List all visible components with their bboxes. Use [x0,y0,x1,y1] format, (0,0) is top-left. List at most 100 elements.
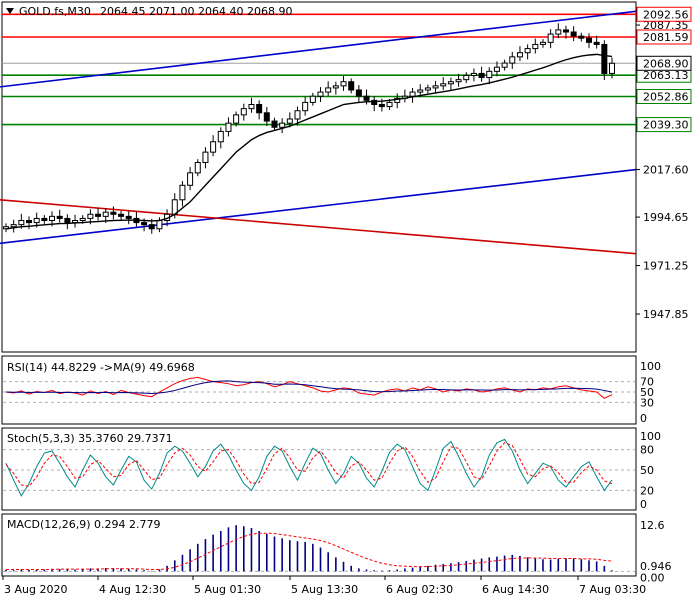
candle [271,120,278,128]
candle [478,72,485,79]
candle [156,220,163,230]
level-tag-label: 2039.30 [643,119,689,132]
candle [240,108,247,116]
candle [49,215,56,222]
candle [532,43,539,50]
candle [432,85,439,89]
axis-tick-label: 80 [640,444,654,457]
axis-tick-label: 0 [640,498,647,511]
candle [332,85,339,89]
candle [217,130,224,143]
candle [585,37,592,43]
candle [470,72,477,77]
candle [64,217,71,224]
candle [233,114,240,124]
candle [302,101,309,112]
series-line [5,380,613,395]
price-tick-label: 1971.25 [643,260,689,273]
candle [179,184,186,201]
price-tick-label: 1994.65 [643,211,689,224]
price-header-symbol: GOLD.fs,M30 [19,5,91,18]
candle [348,81,355,91]
candle [455,79,462,83]
candle [609,62,615,74]
moving-average-line [5,53,613,230]
level-tag-label: 2081.59 [643,31,689,44]
candle [409,91,416,97]
x-tick-label: 6 Aug 14:30 [482,583,549,596]
candle [95,213,102,217]
x-tick-label: 7 Aug 03:30 [579,583,646,596]
candle [463,75,470,81]
candle [41,217,48,222]
level-tag-label: 2052.86 [643,91,689,104]
x-tick-label: 5 Aug 13:30 [291,583,358,596]
level-tag [636,6,692,22]
candle [601,43,608,74]
axis-tick-label: 100 [640,360,661,373]
candle [225,122,232,132]
price-header-ohlc: 2064.45 2071.00 2064.40 2068.90 [100,5,292,18]
candle [486,70,493,79]
candle [263,112,270,122]
level-tag-label: 2063.13 [643,69,689,82]
candle [447,81,454,85]
candle [493,66,500,72]
candle [110,211,117,215]
candle [524,48,531,54]
candle [87,213,94,219]
x-tick-label: 3 Aug 2020 [4,583,67,596]
price-tick-label: 1947.85 [643,308,689,321]
candle [148,224,155,230]
candle [56,215,63,219]
candle [286,118,293,124]
axis-tick-label: 70 [640,376,654,389]
macd-panel-frame [1,513,637,577]
candle [509,56,516,64]
candle [378,104,385,108]
level-tag [636,117,692,133]
candle [79,217,86,222]
current-price-tag [636,55,692,71]
axis-tick-label: 30 [640,396,654,409]
axis-tick-label: 0.946 [640,560,672,573]
candle [578,35,585,39]
candle [141,222,148,226]
price-panel-frame [1,1,637,353]
axis-tick-label: 0.00 [640,571,665,584]
level-tag [636,29,692,45]
axis-tick-label: 12.6 [640,519,665,532]
candle [248,104,255,110]
series-line [5,442,613,487]
candle [10,224,17,228]
x-tick-label: 6 Aug 02:30 [386,583,453,596]
candle [562,29,569,33]
candle [125,215,132,219]
candle [256,104,263,114]
macd-signal-line [6,532,613,570]
candle [501,62,508,68]
collapse-triangle-icon[interactable] [6,8,14,14]
candle [187,172,194,186]
candle [309,95,316,103]
level-tag [636,89,692,105]
stoch-header: Stoch(5,3,3) 35.3760 29.7371 [7,432,173,445]
candle [555,29,562,35]
candle [325,87,332,93]
candle [317,91,324,97]
axis-tick-label: 100 [640,430,661,443]
price-tick-label: 2017.60 [643,164,689,177]
candle [194,162,201,174]
candle [516,52,523,58]
candle [547,33,554,43]
rsi-header: RSI(14) 44.8229 ->MA(9) 49.6968 [7,361,195,374]
candle [355,89,362,97]
candle [363,95,370,101]
upper-channel-trendline [0,10,637,88]
candle [340,81,347,87]
x-tick-label: 5 Aug 01:30 [194,583,261,596]
axis-tick-label: 0 [640,412,647,425]
axis-tick-label: 20 [640,484,654,497]
candle [18,220,25,226]
